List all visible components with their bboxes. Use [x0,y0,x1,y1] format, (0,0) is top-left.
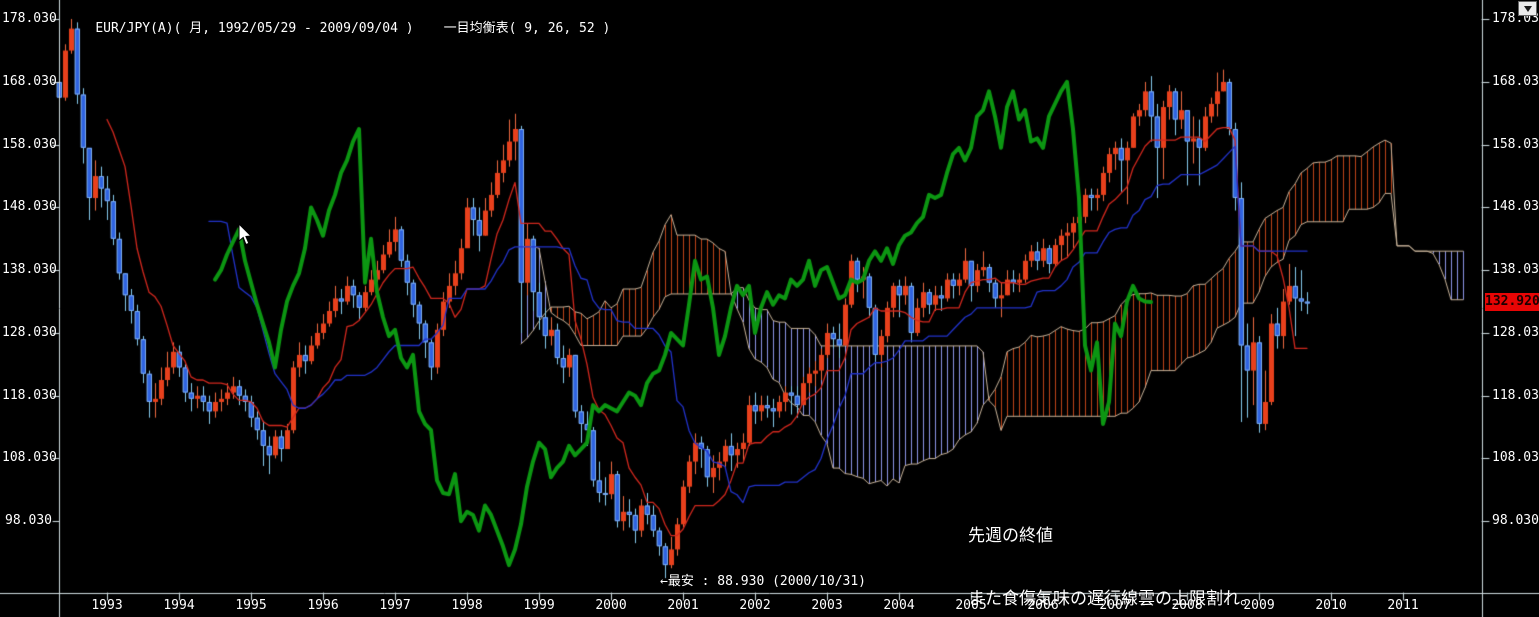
x-axis-label: 1996 [307,598,339,613]
y-axis-label: 98.030 [1492,513,1539,528]
y-axis-label: 178.030 [2,11,57,26]
y-axis-label: 168.030 [1492,74,1539,89]
x-axis-label: 2004 [883,598,915,613]
y-axis-label: 108.030 [2,450,57,465]
y-axis-label: 148.030 [2,199,57,214]
x-axis-label: 1999 [523,598,555,613]
current-price-badge: 132.920 [1485,293,1539,311]
x-axis-label: 2008 [1171,598,1203,613]
y-axis-label: 148.030 [1492,199,1539,214]
chart-title: EUR/JPY(A)( 月, 1992/05/29 - 2009/09/04 )… [64,2,610,51]
x-axis-label: 1997 [379,598,411,613]
analyst-note: 先週の終値 また食傷気味の遅行線雲の上限割れ。 月足的には転換線までの下落は想定… [968,484,1386,617]
x-axis-label: 2006 [1027,598,1059,613]
x-axis-label: 2003 [811,598,843,613]
chevron-down-icon [1523,5,1532,12]
y-axis-label: 118.030 [1492,388,1539,403]
y-axis-label: 98.030 [5,513,52,528]
chart-title-instrument: EUR/JPY(A)( 月, 1992/05/29 - 2009/09/04 ) [95,21,414,36]
x-axis-label: 2011 [1387,598,1419,613]
y-axis-label: 168.030 [2,74,57,89]
x-axis-label: 1993 [91,598,123,613]
x-axis-label: 2009 [1243,598,1275,613]
dropdown-button[interactable] [1518,1,1537,16]
x-axis-label: 2007 [1099,598,1131,613]
y-axis-label: 118.030 [2,388,57,403]
y-axis-label: 138.030 [1492,262,1539,277]
y-axis-label: 128.030 [2,325,57,340]
chart-title-indicator: 一目均衡表( 9, 26, 52 ) [443,21,611,36]
x-axis-label: 2002 [739,598,771,613]
x-axis-label: 2010 [1315,598,1347,613]
x-axis-label: 2005 [955,598,987,613]
y-axis-label: 138.030 [2,262,57,277]
record-low-annotation: ←最安 : 88.930 (2000/10/31) [660,574,867,589]
analyst-note-line: また食傷気味の遅行線雲の上限割れ。 [968,589,1258,609]
y-axis-label: 108.030 [1492,450,1539,465]
x-axis-label: 1995 [235,598,267,613]
y-axis-label: 158.030 [1492,137,1539,152]
x-axis-label: 2001 [667,598,699,613]
y-axis-label: 128.030 [1492,325,1539,340]
mouse-cursor [238,224,253,246]
x-axis-label: 1994 [163,598,195,613]
analyst-note-line: 先週の終値 [968,526,1053,546]
y-axis-label: 158.030 [2,137,57,152]
x-axis-label: 2000 [595,598,627,613]
x-axis-label: 1998 [451,598,483,613]
